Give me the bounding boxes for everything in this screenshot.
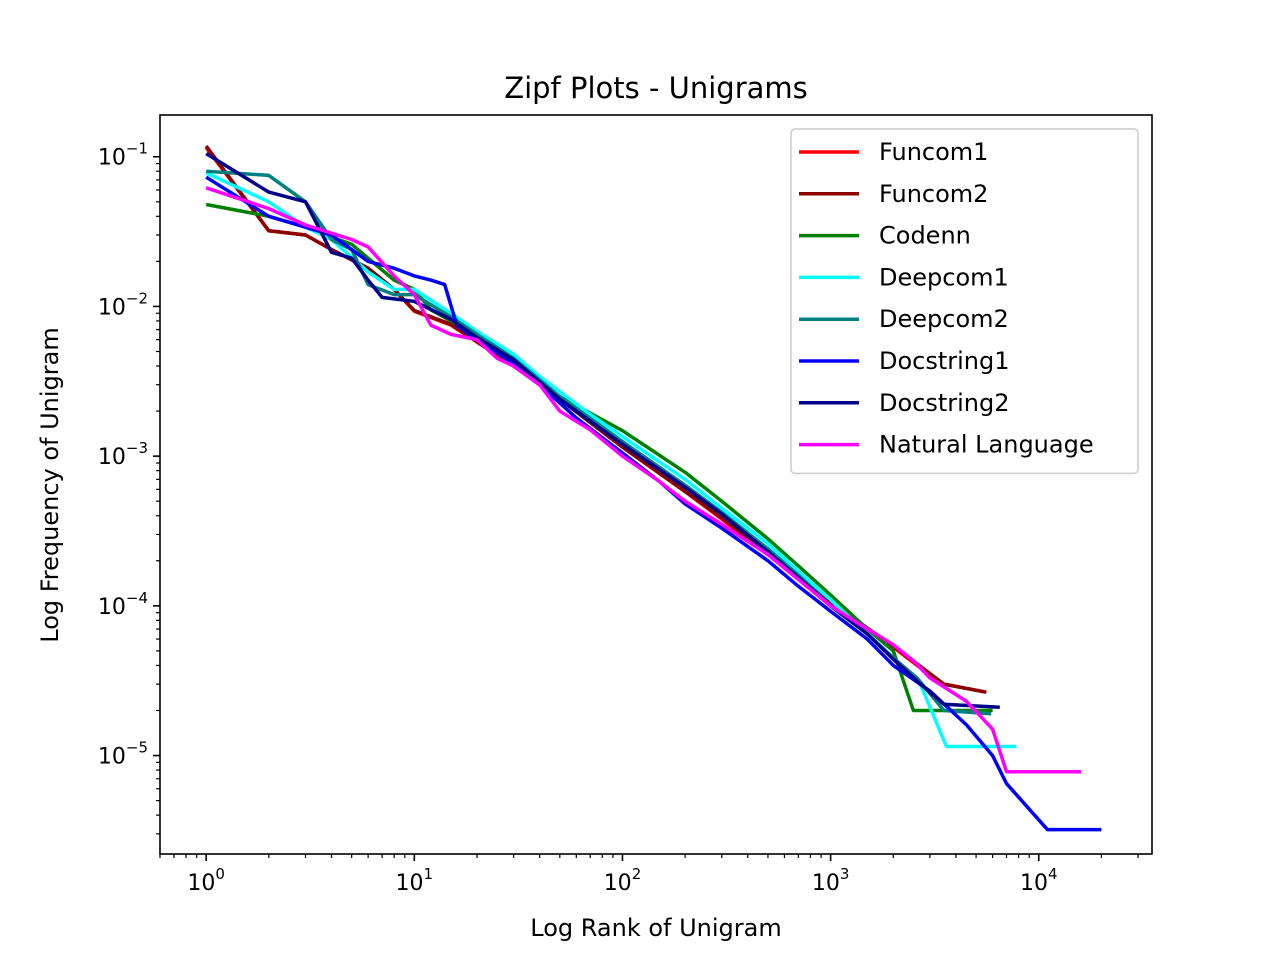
y-axis-label: Log Frequency of Unigram [36,327,64,643]
legend: Funcom1 Funcom2 Codenn Deepcom1 Deepcom2 Docs… [790,128,1139,475]
x-tick-label: 101 [396,865,434,896]
legend-label-deepcom2: Deepcom2 [879,305,1009,333]
x-tick-label: 103 [812,865,850,896]
y-tick-label: 10−5 [98,739,148,770]
x-tick-label: 102 [604,865,642,896]
legend-label-docstring1: Docstring1 [879,347,1010,375]
plot-area [204,144,1102,832]
x-tick-label: 104 [1020,865,1058,896]
y-tick-label: 10−2 [98,289,148,320]
legend-label-deepcom1: Deepcom1 [879,263,1009,291]
legend-label-natural-language: Natural Language [879,431,1094,459]
series-line-docstring2 [205,152,1000,710]
chart-title: Zipf Plots - Unigrams [504,71,808,105]
x-tick-label: 100 [187,865,225,896]
axes-frame [159,114,1153,855]
x-axis-ticks: 100 101 102 103 104 [159,854,1139,896]
y-tick-label: 10−1 [98,140,148,171]
y-tick-label: 10−4 [98,589,148,620]
legend-label-docstring2: Docstring2 [879,389,1010,417]
legend-label-funcom1: Funcom1 [879,138,988,166]
y-tick-label: 10−3 [98,439,148,470]
y-axis-ticks: 10−1 10−2 10−3 10−4 10−5 [98,140,160,835]
series-line-natural-language [205,186,1082,774]
legend-label-codenn: Codenn [879,222,971,250]
x-axis-label: Log Rank of Unigram [530,914,781,942]
legend-label-funcom2: Funcom2 [879,180,988,208]
legend-box [790,128,1139,475]
